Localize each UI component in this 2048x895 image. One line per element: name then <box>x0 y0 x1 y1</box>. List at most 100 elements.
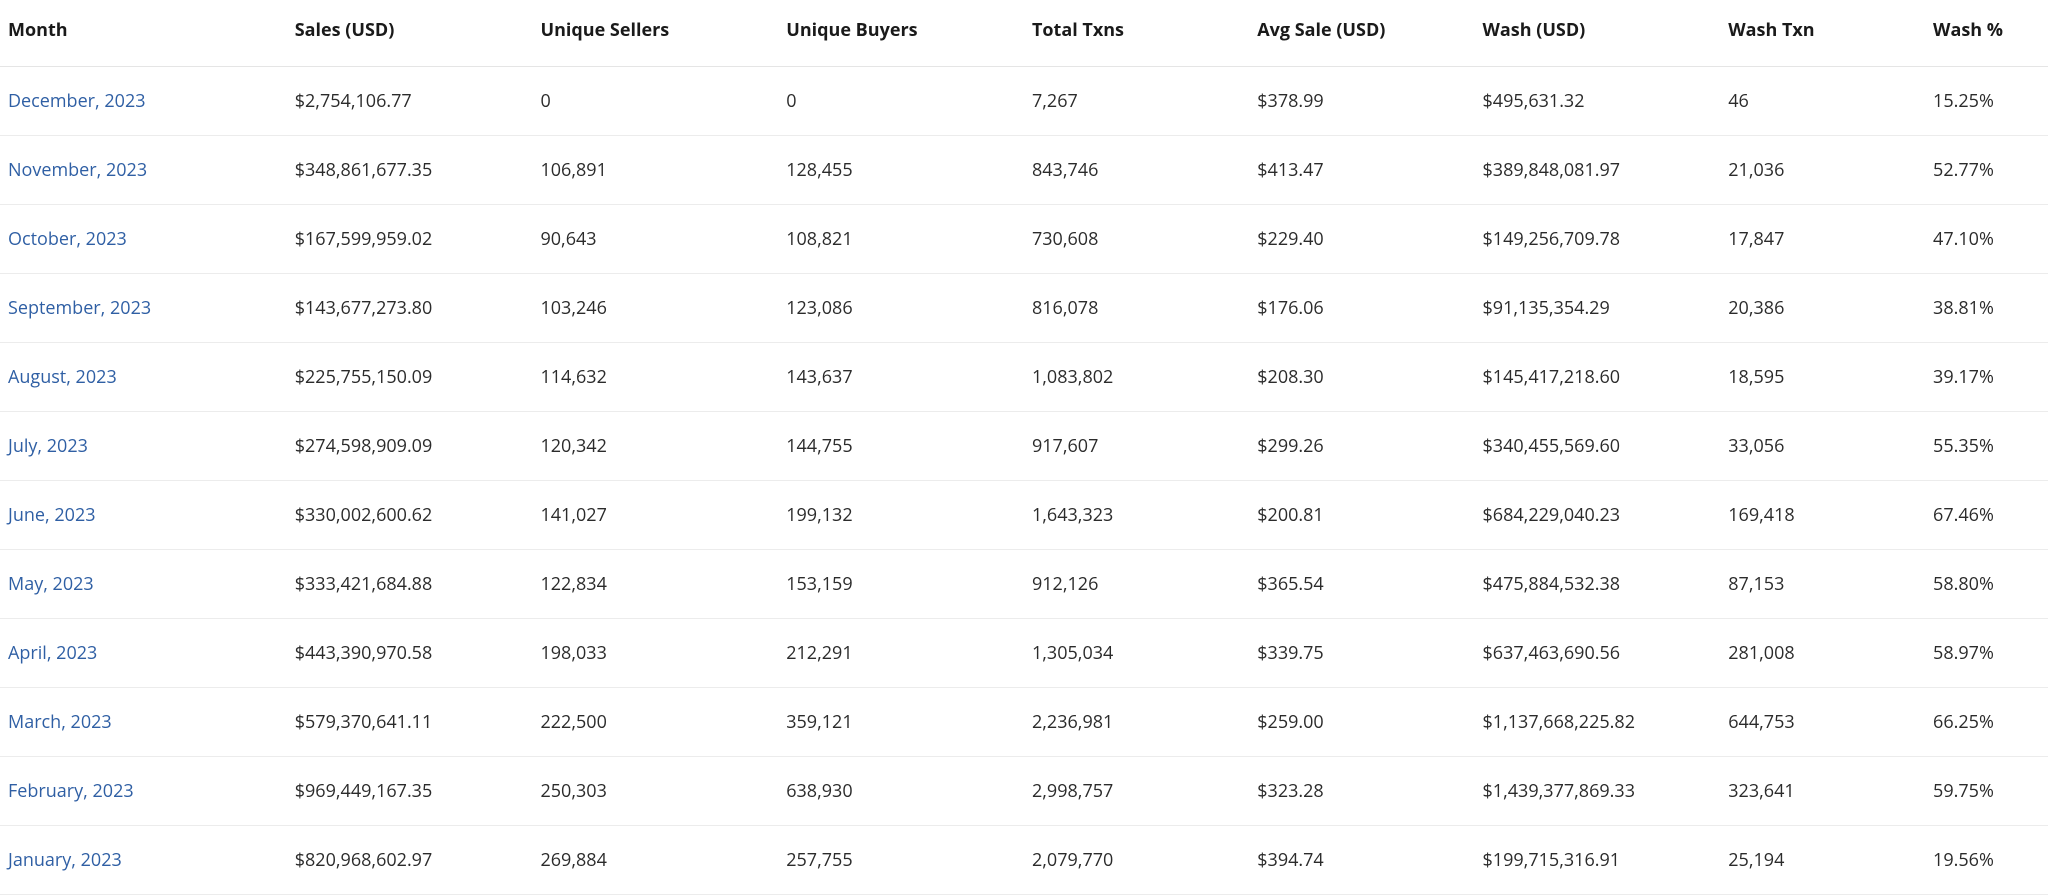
cell-sales: $330,002,600.62 <box>287 481 533 550</box>
cell-txns: 1,083,802 <box>1024 343 1249 412</box>
cell-sellers: 114,632 <box>532 343 778 412</box>
cell-month: September, 2023 <box>0 274 287 343</box>
cell-sales: $143,677,273.80 <box>287 274 533 343</box>
cell-sales: $820,968,602.97 <box>287 826 533 895</box>
cell-avg: $299.26 <box>1249 412 1474 481</box>
col-header-washpct[interactable]: Wash % <box>1925 0 2048 67</box>
month-link[interactable]: August, 2023 <box>8 365 117 389</box>
cell-wash: $684,229,040.23 <box>1475 481 1721 550</box>
table-row: October, 2023 $167,599,959.0290,643108,82… <box>0 205 2048 274</box>
col-header-month[interactable]: Month <box>0 0 287 67</box>
month-link[interactable]: December, 2023 <box>8 89 146 113</box>
cell-wash: $637,463,690.56 <box>1475 619 1721 688</box>
cell-buyers: 638,930 <box>778 757 1024 826</box>
monthly-sales-table: Month Sales (USD) Unique Sellers Unique … <box>0 0 2048 895</box>
cell-buyers: 108,821 <box>778 205 1024 274</box>
col-header-sellers[interactable]: Unique Sellers <box>532 0 778 67</box>
cell-avg: $229.40 <box>1249 205 1474 274</box>
table-row: December, 2023$2,754,106.77007,267$378.9… <box>0 67 2048 136</box>
cell-sellers: 250,303 <box>532 757 778 826</box>
cell-sellers: 198,033 <box>532 619 778 688</box>
cell-txns: 1,305,034 <box>1024 619 1249 688</box>
cell-avg: $208.30 <box>1249 343 1474 412</box>
cell-washpct: 58.80% <box>1925 550 2048 619</box>
cell-month: November, 2023 <box>0 136 287 205</box>
month-link[interactable]: January, 2023 <box>8 848 122 872</box>
cell-washtxn: 21,036 <box>1720 136 1925 205</box>
month-link[interactable]: May, 2023 <box>8 572 94 596</box>
cell-wash: $91,135,354.29 <box>1475 274 1721 343</box>
table-row: September, 2023$143,677,273.80103,246123… <box>0 274 2048 343</box>
cell-washtxn: 644,753 <box>1720 688 1925 757</box>
cell-washtxn: 25,194 <box>1720 826 1925 895</box>
cell-txns: 816,078 <box>1024 274 1249 343</box>
cell-avg: $176.06 <box>1249 274 1474 343</box>
cell-sellers: 0 <box>532 67 778 136</box>
month-link[interactable]: June, 2023 <box>8 503 96 527</box>
cell-buyers: 212,291 <box>778 619 1024 688</box>
cell-month: February, 2023 <box>0 757 287 826</box>
col-header-sales[interactable]: Sales (USD) <box>287 0 533 67</box>
cell-buyers: 144,755 <box>778 412 1024 481</box>
table-row: February, 2023$969,449,167.35250,303638,… <box>0 757 2048 826</box>
cell-avg: $394.74 <box>1249 826 1474 895</box>
cell-sales: $225,755,150.09 <box>287 343 533 412</box>
month-link[interactable]: October, 2023 <box>8 227 127 251</box>
cell-washtxn: 281,008 <box>1720 619 1925 688</box>
cell-txns: 917,607 <box>1024 412 1249 481</box>
cell-avg: $323.28 <box>1249 757 1474 826</box>
cell-month: April, 2023 <box>0 619 287 688</box>
cell-month: August, 2023 <box>0 343 287 412</box>
cell-buyers: 153,159 <box>778 550 1024 619</box>
cell-month: July, 2023 <box>0 412 287 481</box>
table-body: December, 2023$2,754,106.77007,267$378.9… <box>0 67 2048 895</box>
cell-sales: $274,598,909.09 <box>287 412 533 481</box>
table-row: November, 2023$348,861,677.35106,891128,… <box>0 136 2048 205</box>
cell-wash: $495,631.32 <box>1475 67 1721 136</box>
table-row: March, 2023$579,370,641.11222,500359,121… <box>0 688 2048 757</box>
cell-sellers: 222,500 <box>532 688 778 757</box>
col-header-buyers[interactable]: Unique Buyers <box>778 0 1024 67</box>
col-header-washtxn[interactable]: Wash Txn <box>1720 0 1925 67</box>
month-link[interactable]: November, 2023 <box>8 158 147 182</box>
cell-washpct: 55.35% <box>1925 412 2048 481</box>
table-row: April, 2023$443,390,970.58198,033212,291… <box>0 619 2048 688</box>
month-link[interactable]: September, 2023 <box>8 296 151 320</box>
month-link[interactable]: July, 2023 <box>8 434 88 458</box>
cell-sales: $167,599,959.02 <box>287 205 533 274</box>
cell-txns: 1,643,323 <box>1024 481 1249 550</box>
table-row: June, 2023$330,002,600.62141,027199,1321… <box>0 481 2048 550</box>
cell-month: May, 2023 <box>0 550 287 619</box>
col-header-txns[interactable]: Total Txns <box>1024 0 1249 67</box>
cell-buyers: 0 <box>778 67 1024 136</box>
cell-washtxn: 20,386 <box>1720 274 1925 343</box>
cell-washpct: 67.46% <box>1925 481 2048 550</box>
cell-sellers: 90,643 <box>532 205 778 274</box>
month-link[interactable]: April, 2023 <box>8 641 97 665</box>
cell-washpct: 66.25% <box>1925 688 2048 757</box>
table-row: August, 2023$225,755,150.09114,632143,63… <box>0 343 2048 412</box>
cell-buyers: 123,086 <box>778 274 1024 343</box>
month-link[interactable]: March, 2023 <box>8 710 112 734</box>
month-link[interactable]: February, 2023 <box>8 779 134 803</box>
cell-txns: 2,998,757 <box>1024 757 1249 826</box>
cell-buyers: 199,132 <box>778 481 1024 550</box>
cell-avg: $339.75 <box>1249 619 1474 688</box>
cell-washtxn: 169,418 <box>1720 481 1925 550</box>
cell-washpct: 38.81% <box>1925 274 2048 343</box>
col-header-avg[interactable]: Avg Sale (USD) <box>1249 0 1474 67</box>
cell-washpct: 58.97% <box>1925 619 2048 688</box>
table-row: May, 2023$333,421,684.88122,834153,15991… <box>0 550 2048 619</box>
cell-sales: $333,421,684.88 <box>287 550 533 619</box>
cell-avg: $259.00 <box>1249 688 1474 757</box>
cell-avg: $413.47 <box>1249 136 1474 205</box>
col-header-wash[interactable]: Wash (USD) <box>1475 0 1721 67</box>
cell-washtxn: 323,641 <box>1720 757 1925 826</box>
cell-month: December, 2023 <box>0 67 287 136</box>
cell-washtxn: 17,847 <box>1720 205 1925 274</box>
cell-buyers: 128,455 <box>778 136 1024 205</box>
cell-washtxn: 33,056 <box>1720 412 1925 481</box>
cell-washpct: 15.25% <box>1925 67 2048 136</box>
cell-sellers: 269,884 <box>532 826 778 895</box>
cell-txns: 2,236,981 <box>1024 688 1249 757</box>
